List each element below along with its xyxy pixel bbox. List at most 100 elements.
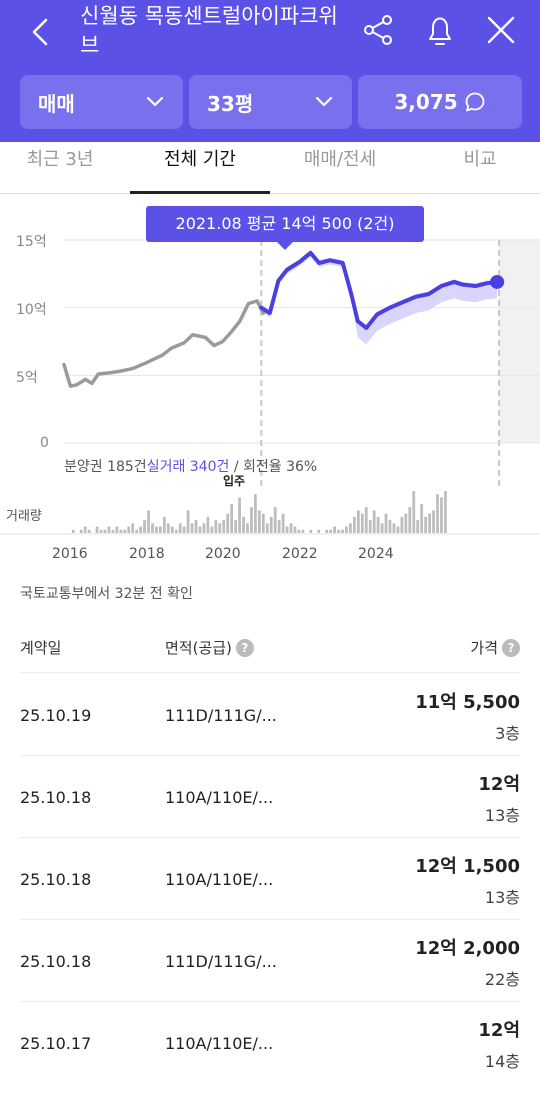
chart-stats: 분양권 185건실거래 340건 / 회전율 36%: [64, 456, 317, 476]
help-icon[interactable]: ?: [235, 638, 254, 657]
volume-bar: [364, 507, 368, 533]
tab-recent-3y[interactable]: 최근 3년: [26, 149, 94, 170]
header: 신월동 목동센트럴아이파크위브 매매 33평 3,075: [0, 0, 540, 142]
tab-compare[interactable]: 비교: [463, 149, 497, 170]
chevron-down-icon: [315, 96, 333, 107]
volume-bar: [432, 510, 435, 533]
volume-bar: [428, 513, 431, 533]
volume-bar: [293, 526, 297, 533]
volume-bar: [166, 523, 170, 533]
size-label: 33평: [207, 91, 254, 116]
move-in-label: 입주: [223, 474, 246, 488]
tab-sale-jeonse[interactable]: 매매/전세: [303, 149, 377, 170]
contract-date: 25.10.19: [20, 706, 92, 725]
price-range-band: [261, 250, 498, 345]
volume-bar: [147, 510, 150, 533]
price-chart-svg: [0, 239, 540, 535]
x-tick: 2018: [129, 546, 165, 562]
volume-bar: [396, 526, 400, 533]
table-row[interactable]: 25.10.19 111D/111G/... 11억 5,500 3층: [20, 674, 520, 756]
volume-bar: [265, 523, 269, 533]
volume-bar: [376, 516, 380, 533]
volume-bar: [388, 520, 392, 533]
volume-bar: [111, 529, 115, 533]
volume-bar: [372, 510, 376, 533]
price: 12억 1,500: [415, 856, 520, 877]
bell-icon[interactable]: [422, 12, 458, 48]
table-row[interactable]: 25.10.18 110A/110E/... 12억 1,500 13층: [20, 838, 520, 920]
volume-bar: [214, 520, 218, 533]
trade-type-label: 매매: [38, 91, 75, 116]
price: 12억: [478, 774, 520, 795]
volume-bar: [103, 529, 107, 533]
volume-bar: [151, 523, 154, 533]
chat-bubble-icon: [465, 92, 485, 112]
volume-bar: [135, 529, 139, 533]
presale-count: 분양권 185건: [64, 459, 147, 475]
volume-bar: [368, 520, 372, 533]
volume-bar: [250, 507, 253, 533]
tab-all-period[interactable]: 전체 기간: [164, 149, 236, 170]
x-tick: 2016: [52, 546, 88, 562]
data-source-note: 국토교통부에서 32분 전 확인: [20, 586, 193, 602]
volume-bar: [159, 526, 162, 533]
volume-bar: [83, 526, 87, 533]
help-icon[interactable]: ?: [502, 638, 520, 657]
volume-bar: [194, 520, 198, 533]
size-dropdown[interactable]: 33평: [189, 75, 352, 129]
volume-bar: [206, 516, 210, 533]
volume-bar: [123, 529, 127, 533]
volume-bar: [115, 526, 119, 533]
table-header: 계약일 면적(공급) ? 가격 ?: [20, 637, 520, 673]
y-tick: 5억: [16, 370, 38, 386]
volume-bar: [325, 529, 329, 533]
volume-bar: [408, 507, 412, 533]
volume-bar: [119, 529, 123, 533]
volume-bar: [436, 494, 439, 533]
volume-bar: [202, 523, 206, 533]
volume-bar: [254, 494, 257, 533]
volume-bar: [380, 523, 384, 533]
volume-bar: [257, 510, 261, 533]
volume-bar: [246, 523, 249, 533]
back-arrow-icon[interactable]: [24, 12, 60, 52]
table-row[interactable]: 25.10.18 111D/111G/... 12억 2,000 22층: [20, 920, 520, 1002]
volume-bar: [186, 510, 190, 533]
volume-bar: [424, 516, 428, 533]
close-icon[interactable]: [483, 12, 519, 48]
volume-bar: [131, 523, 135, 533]
floor: 22층: [484, 970, 520, 989]
actual-trade-count: 실거래 340건: [146, 459, 230, 475]
area: 110A/110E/...: [165, 788, 274, 807]
trade-type-dropdown[interactable]: 매매: [20, 75, 183, 129]
volume-bar: [297, 529, 301, 533]
x-tick: 2022: [282, 546, 318, 562]
table-row[interactable]: 25.10.18 110A/110E/... 12억 13층: [20, 756, 520, 838]
volume-bar: [440, 497, 443, 533]
volume-bar: [301, 529, 305, 533]
x-tick: 2024: [358, 546, 394, 562]
header-area: 면적(공급) ?: [165, 637, 254, 658]
volume-bar: [95, 526, 99, 533]
volume-bar: [309, 529, 313, 533]
price: 11억 5,500: [415, 692, 520, 713]
volume-bar: [273, 507, 277, 533]
volume-bar: [360, 513, 364, 533]
comments-button[interactable]: 3,075: [358, 75, 522, 129]
volume-bar: [143, 520, 146, 533]
volume-bar: [412, 491, 416, 533]
volume-bar: [242, 516, 245, 533]
volume-bar: [352, 516, 356, 533]
volume-bar: [356, 510, 360, 533]
header-date: 계약일: [20, 639, 62, 657]
actual-price-line: [259, 250, 500, 330]
volume-bar: [190, 523, 194, 533]
share-icon[interactable]: [360, 12, 396, 48]
presale-price-line: [62, 299, 266, 388]
transaction-list: 25.10.19 111D/111G/... 11억 5,500 3층 25.1…: [20, 674, 520, 1084]
volume-bar: [234, 520, 237, 533]
table-row[interactable]: 25.10.17 110A/110E/... 12억 14층: [20, 1002, 520, 1084]
volume-bar: [420, 503, 424, 533]
volume-bar: [107, 526, 111, 533]
volume-bar: [79, 529, 83, 533]
